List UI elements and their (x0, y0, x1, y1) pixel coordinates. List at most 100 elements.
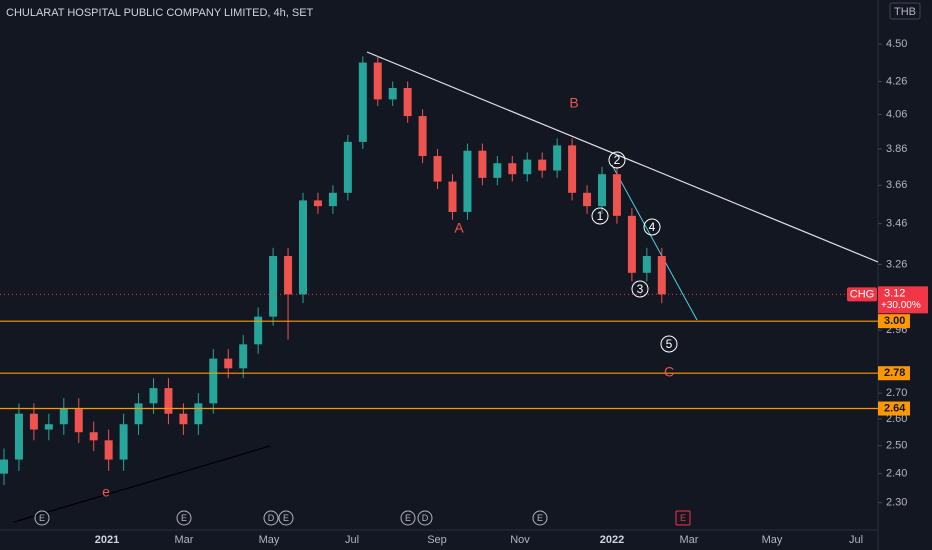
candle-body (179, 413, 188, 425)
candle-body (538, 159, 547, 171)
currency: THB (894, 6, 916, 18)
count-label: 4 (649, 220, 656, 234)
candle-body (29, 413, 38, 430)
event-badge (400, 510, 416, 526)
candle-body (627, 215, 636, 273)
event-label: E (39, 513, 45, 523)
symbol-box (847, 287, 877, 302)
last-price: 3.12 (884, 287, 905, 299)
x-tick-label: Jul (849, 534, 863, 546)
candle-body (463, 150, 472, 212)
y-tick-label: 4.26 (886, 75, 907, 87)
candle-body (119, 424, 128, 460)
x-tick-label: Mar (680, 534, 699, 546)
candle-body (194, 403, 203, 425)
candle-body (343, 141, 352, 193)
level-label: 2.78 (884, 367, 905, 379)
count-circle (643, 218, 661, 236)
candle-body (657, 256, 666, 295)
candle-body (313, 200, 322, 207)
count-circle (631, 280, 649, 298)
event-label: E (680, 513, 686, 523)
candle-body (269, 256, 278, 317)
event-label: E (181, 513, 187, 523)
y-tick-label: 3.86 (886, 143, 907, 155)
candle-body (418, 116, 427, 157)
candle-body (164, 388, 173, 414)
count-circle (660, 335, 678, 353)
event-label: E (283, 513, 289, 523)
event-badge (417, 510, 433, 526)
candle-body (224, 358, 233, 369)
candle-body (358, 62, 367, 142)
x-tick-label: Jul (345, 534, 359, 546)
candle-body (134, 403, 143, 425)
x-tick-label: May (259, 534, 280, 546)
x-tick-label: Mar (175, 534, 194, 546)
candle-body (598, 174, 606, 207)
y-tick-label: 2.30 (886, 497, 907, 509)
y-tick-label: 4.50 (886, 38, 907, 50)
count-label: 5 (666, 337, 673, 351)
last-price-box (878, 286, 928, 314)
y-tick-label: 3.46 (886, 218, 907, 230)
x-tick-label: Nov (510, 534, 530, 546)
candle-body (583, 192, 592, 207)
y-tick-label: 4.06 (886, 108, 907, 120)
candle-body (478, 150, 487, 178)
candle-body (89, 432, 98, 441)
wave-label: B (569, 95, 578, 111)
candle-body (299, 200, 307, 295)
candle-body (328, 192, 337, 207)
wave-label: A (454, 220, 464, 236)
y-tick-label: 3.66 (886, 179, 907, 191)
candle-body (239, 344, 248, 369)
candle-body (284, 256, 293, 295)
level-label: 3.00 (884, 315, 905, 327)
symbol: CHG (850, 288, 874, 300)
candle-body (14, 413, 23, 460)
candle-body (254, 316, 263, 345)
event-label: E (405, 513, 411, 523)
currency-box (889, 2, 921, 20)
candle-body (149, 388, 158, 404)
event-badge (675, 510, 691, 526)
event-badge (34, 510, 50, 526)
candle-body (388, 87, 397, 100)
x-tick-label: May (762, 534, 783, 546)
candle-body (523, 159, 532, 175)
event-badge (532, 510, 548, 526)
level-label-box (878, 401, 910, 416)
trendline (366, 51, 879, 263)
event-label: E (537, 513, 543, 523)
wave-label: C (664, 364, 674, 380)
candle-body (568, 145, 577, 193)
candle-body (493, 163, 502, 178)
y-tick-label: 2.50 (886, 440, 907, 452)
level-label-box (878, 366, 910, 381)
count-label: 1 (597, 209, 604, 223)
candle-body (508, 163, 517, 175)
count-label: 2 (614, 153, 621, 167)
y-tick-label: 2.60 (886, 413, 907, 425)
wave-label: e (102, 484, 110, 500)
candle-body (0, 459, 8, 474)
y-tick-label: 2.40 (886, 468, 907, 480)
count-label: 3 (637, 282, 644, 296)
last-change: +30.00% (881, 300, 921, 311)
x-tick-label: Sep (427, 534, 447, 546)
trendline (611, 164, 698, 321)
candle-body (433, 156, 442, 182)
event-badge (176, 510, 192, 526)
candle-body (104, 440, 113, 460)
trendline (13, 445, 271, 523)
event-label: D (422, 513, 429, 523)
candle-body (448, 181, 457, 212)
y-tick-label: 3.26 (886, 258, 907, 270)
candle-body (373, 62, 382, 100)
level-label: 2.64 (884, 402, 906, 414)
candle-body (553, 145, 562, 171)
candle-body (642, 256, 651, 273)
x-tick-label: 2021 (95, 534, 119, 546)
